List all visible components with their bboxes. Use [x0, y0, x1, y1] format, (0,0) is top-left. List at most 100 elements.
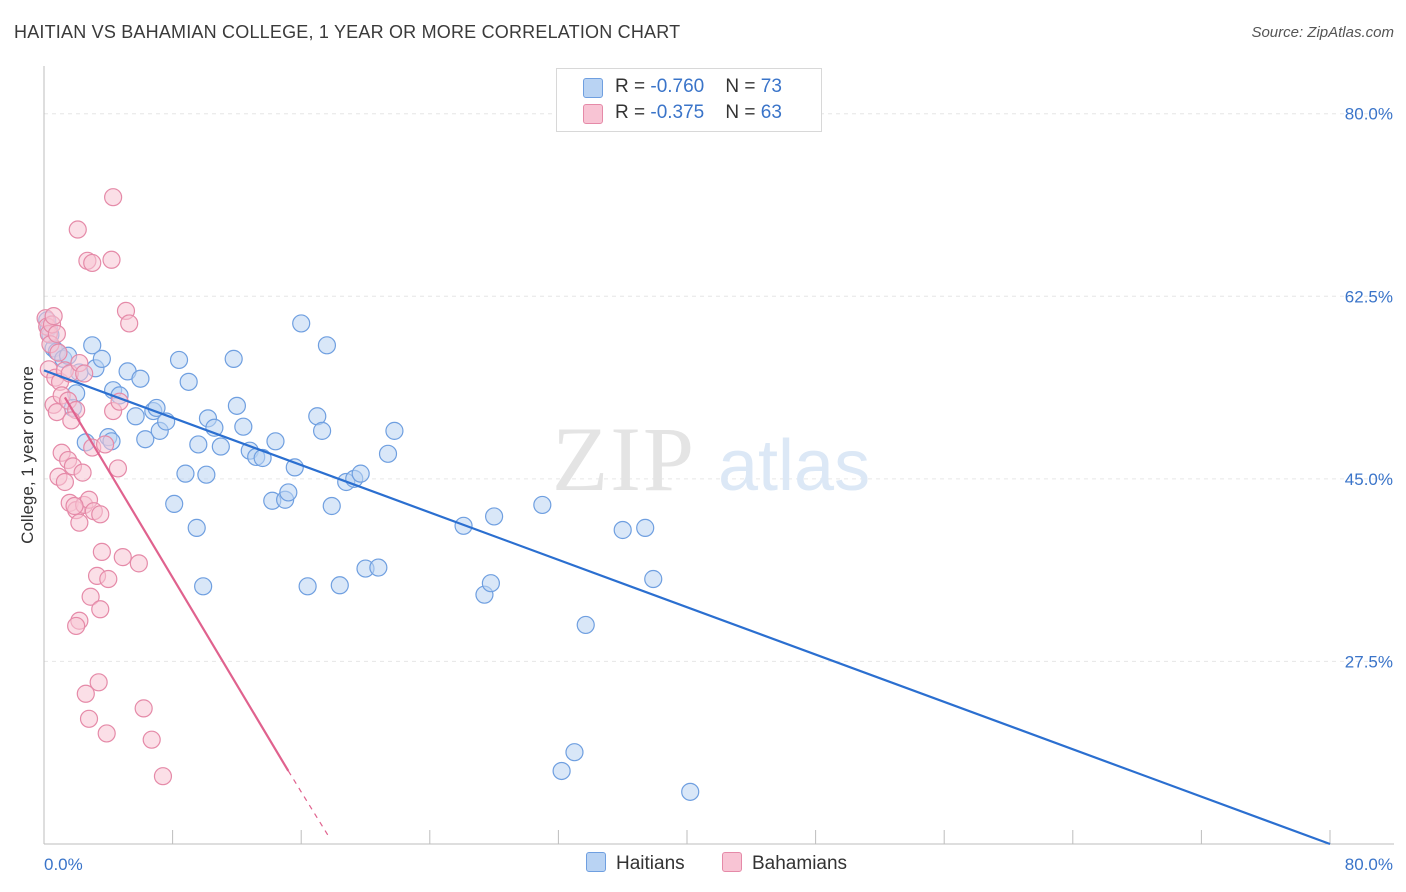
bahamian-point [68, 220, 87, 239]
haitian-point [253, 448, 272, 468]
bahamian-point [108, 459, 128, 478]
y-tick-label: 80.0% [1345, 105, 1393, 124]
bahamians-legend-swatch [722, 852, 742, 872]
haitian-point [227, 396, 246, 415]
legend-item-haitians: Haitians [586, 852, 685, 875]
watermark: ZIP atlas [552, 408, 870, 510]
correlation-legend: R = -0.760 N = 73 R = -0.375 N = 63 [556, 68, 822, 132]
bahamian-point [70, 513, 89, 532]
haitian-point [533, 495, 552, 515]
tick-labels: 27.5% 45.0% 62.5% 80.0% 0.0% 80.0% [44, 105, 1393, 874]
chart-title: HAITIAN VS BAHAMIAN COLLEGE, 1 YEAR OR M… [14, 22, 681, 42]
bahamians-trend-line [63, 396, 290, 772]
bahamian-point [120, 314, 139, 333]
haitian-point [351, 464, 370, 483]
haitian-point [385, 421, 404, 440]
haitian-point [165, 494, 184, 514]
haitians-r-value: -0.760 [650, 76, 705, 97]
trend-lines [43, 369, 1331, 846]
haitian-point [131, 369, 150, 388]
haitian-point [378, 444, 398, 463]
haitian-point [481, 574, 500, 593]
haitians-stats: R = -0.760 N = 73 [615, 76, 782, 97]
haitian-point [279, 483, 298, 502]
bahamian-point [95, 435, 115, 454]
haitian-point [92, 349, 111, 368]
haitian-point [330, 576, 349, 595]
haitian-point [317, 336, 337, 355]
x-tick-label-max: 80.0% [1345, 855, 1393, 874]
bahamian-point [73, 463, 92, 482]
haitian-point [644, 569, 663, 589]
watermark-atlas: atlas [718, 426, 870, 506]
haitian-point [197, 465, 216, 484]
bahamian-point [75, 364, 94, 383]
haitian-point [613, 520, 632, 540]
bahamian-point [79, 709, 99, 728]
bahamian-point [55, 472, 74, 492]
haitians-legend-swatch [586, 852, 606, 872]
bahamian-point [67, 616, 86, 636]
bahamian-point [134, 699, 153, 718]
haitian-point [179, 372, 198, 391]
watermark-zip: ZIP [552, 408, 696, 510]
bahamian-point [76, 684, 95, 703]
data-points [36, 188, 700, 801]
haitian-point [211, 437, 230, 456]
haitian-point [298, 577, 317, 596]
haitians-swatch [583, 78, 603, 98]
bahamian-point [47, 324, 66, 343]
bahamian-point [129, 554, 148, 573]
bahamian-point [113, 548, 132, 567]
bahamians-trend-extension [287, 770, 331, 840]
haitian-point [187, 518, 206, 537]
haitian-point [681, 782, 700, 801]
haitians-legend-label: Haitians [616, 853, 685, 874]
bahamian-point [89, 673, 108, 692]
haitian-point [636, 518, 655, 537]
haitian-point [126, 407, 145, 426]
haitian-point [189, 435, 208, 454]
haitian-point [369, 558, 388, 577]
bahamians-swatch [583, 104, 603, 124]
bahamian-point [102, 250, 121, 269]
bahamian-point [142, 730, 161, 749]
bahamian-point [91, 600, 110, 619]
haitian-point [194, 577, 213, 596]
haitian-point [169, 350, 189, 370]
bahamian-point [62, 411, 81, 430]
bahamian-point [104, 188, 123, 207]
bahamian-point [49, 343, 68, 362]
x-tick-label-min: 0.0% [44, 855, 83, 874]
legend-item-bahamians: Bahamians [722, 852, 847, 875]
bahamian-point [99, 569, 118, 589]
haitian-point [485, 507, 504, 526]
bahamian-point [153, 767, 173, 786]
haitian-point [576, 615, 595, 635]
source-label: Source: ZipAtlas.com [1251, 24, 1394, 41]
haitians-trend-line [43, 369, 1331, 846]
bahamian-point [81, 587, 100, 606]
haitian-point [266, 432, 285, 451]
haitian-point [234, 417, 253, 436]
bahamian-point [47, 402, 66, 422]
haitian-point [176, 464, 195, 483]
haitian-point [224, 349, 243, 368]
y-tick-label: 62.5% [1345, 287, 1393, 306]
bahamian-point [91, 505, 110, 524]
bahamians-legend-label: Bahamians [752, 853, 848, 874]
bahamians-n-value: 63 [760, 102, 782, 123]
y-tick-label: 27.5% [1345, 652, 1393, 671]
haitian-point [292, 314, 311, 333]
haitian-point [565, 743, 584, 762]
haitian-point [552, 761, 571, 781]
grid-lines [44, 113, 1394, 662]
haitian-point [322, 496, 341, 516]
bahamian-point [44, 307, 63, 326]
haitian-point [83, 336, 102, 355]
bahamians-r-value: -0.375 [650, 102, 705, 123]
haitians-n-value: 73 [760, 76, 782, 97]
haitian-point [136, 430, 155, 449]
axes [43, 66, 1394, 845]
